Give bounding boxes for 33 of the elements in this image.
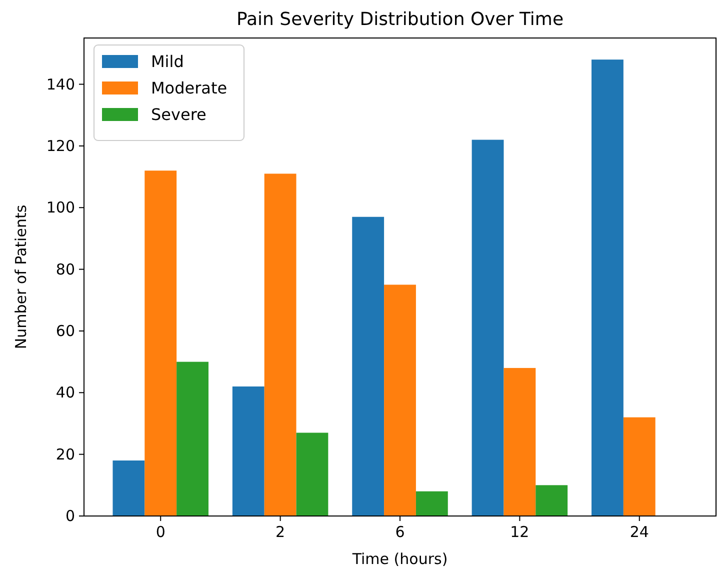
bar [264,174,296,516]
y-tick-label: 60 [56,322,75,340]
x-tick-label: 24 [630,523,649,541]
y-tick-label: 0 [65,507,75,525]
bar [592,60,624,516]
bar [352,216,384,516]
x-tick-label: 12 [510,523,530,541]
x-tick-label: 6 [395,523,405,541]
y-tick-label: 140 [46,75,75,94]
y-tick-label: 40 [56,384,75,402]
bar [536,485,568,516]
bar [296,432,328,516]
x-axis-title: Time (hours) [351,550,448,568]
chart-title: Pain Severity Distribution Over Time [236,9,564,30]
y-axis-title: Number of Patients [12,204,30,350]
x-tick-label: 0 [156,523,166,541]
y-tick-label: 100 [46,198,75,217]
bar [144,170,177,516]
bar [472,140,504,516]
bar [112,460,145,516]
y-tick-label: 120 [46,136,75,155]
legend-label: Mild [151,52,184,71]
bar [232,386,264,516]
bar [384,284,416,516]
x-tick-label: 2 [276,523,286,541]
y-tick-label: 80 [56,260,75,278]
legend-label: Moderate [151,78,228,98]
bar [504,368,536,516]
y-tick-label: 20 [56,445,75,464]
legend-label: Severe [151,105,206,124]
bar [176,362,208,516]
bar [623,417,656,516]
bar [416,491,448,516]
